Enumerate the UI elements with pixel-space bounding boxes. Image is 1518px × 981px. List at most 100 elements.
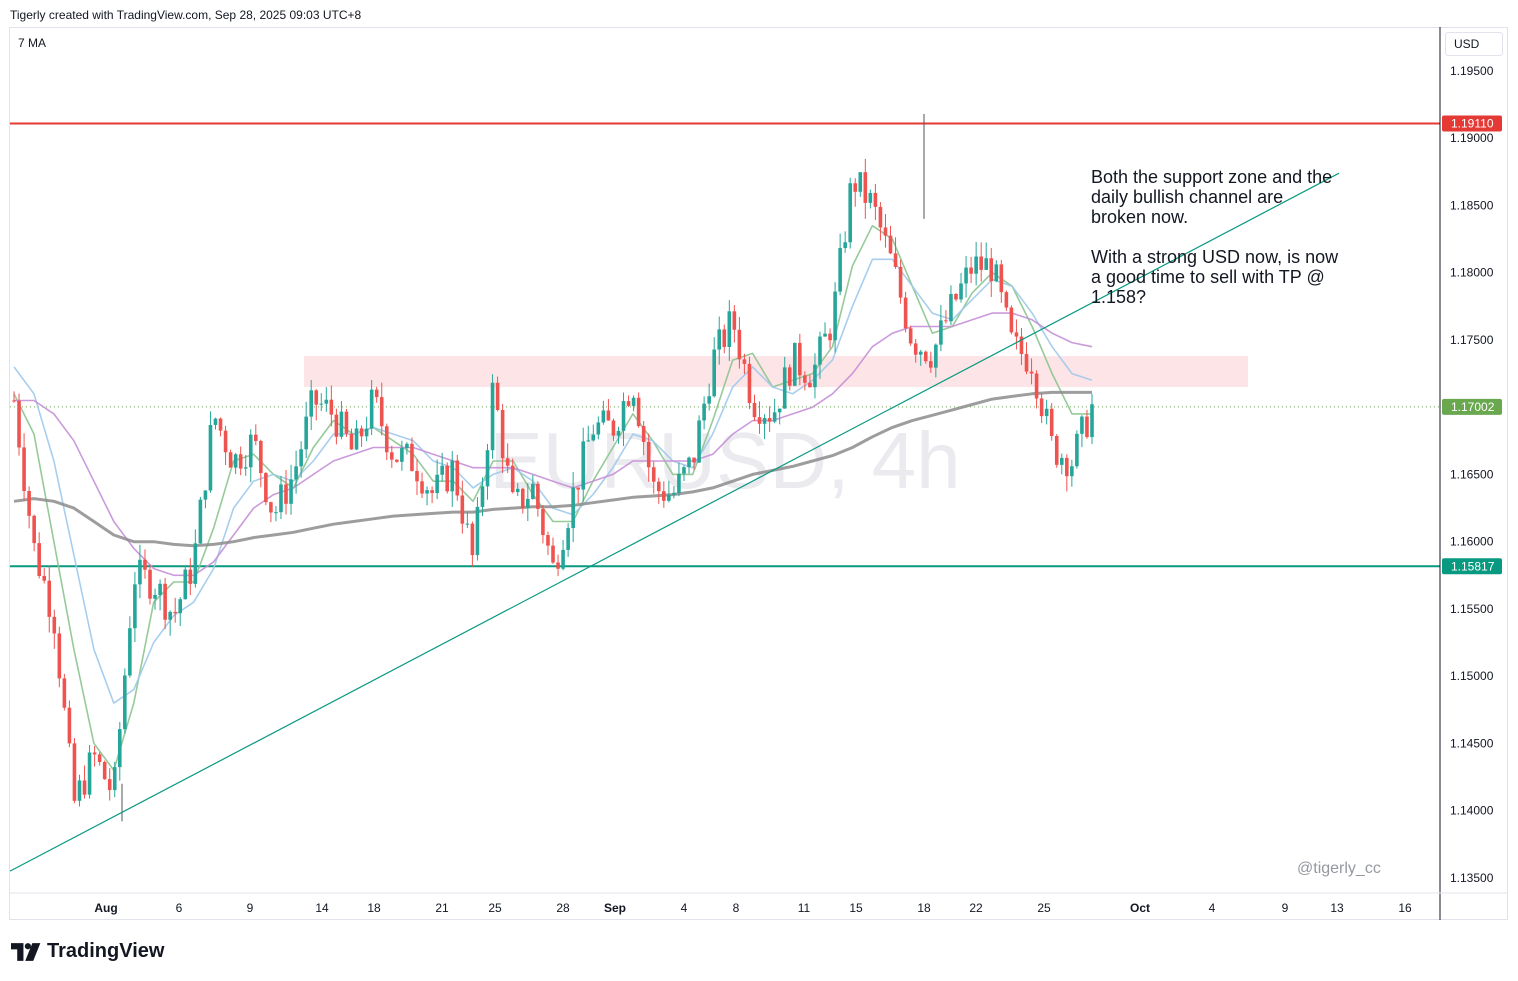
candle <box>1039 393 1044 424</box>
candle <box>662 481 666 508</box>
candle <box>208 411 213 493</box>
candle <box>747 356 752 410</box>
candle <box>32 514 36 552</box>
candle <box>143 549 147 579</box>
candle <box>233 452 238 475</box>
time-tick-label: 14 <box>315 901 329 915</box>
candle <box>621 392 626 447</box>
candle <box>903 291 908 333</box>
candle <box>314 389 319 421</box>
candle <box>470 521 475 567</box>
candle <box>27 486 31 529</box>
candle <box>1034 370 1039 409</box>
candle <box>863 158 868 219</box>
price-tick-label: 1.18500 <box>1450 198 1494 212</box>
candle <box>455 454 460 501</box>
candle <box>123 668 127 734</box>
candle <box>349 428 354 450</box>
candle <box>949 285 953 326</box>
candle <box>490 374 495 459</box>
resistance-price-tag-text: 1.19110 <box>1451 116 1494 130</box>
candle <box>158 579 162 611</box>
candle <box>1049 403 1054 441</box>
candle <box>133 571 137 643</box>
candle <box>253 424 258 446</box>
candle <box>803 371 807 391</box>
candle <box>445 462 450 494</box>
candle <box>107 768 112 801</box>
candle <box>415 459 419 496</box>
candle <box>324 387 329 412</box>
candle <box>435 459 439 500</box>
candle <box>430 486 434 504</box>
candle <box>591 424 596 442</box>
candle <box>979 242 983 282</box>
candle <box>732 305 737 343</box>
candle <box>359 425 364 447</box>
time-tick-label: Aug <box>94 901 117 915</box>
candle <box>833 282 837 353</box>
candle <box>1085 409 1089 439</box>
time-tick-label: Sep <box>604 901 626 915</box>
tradingview-logo-icon <box>11 942 41 961</box>
candle <box>1070 459 1074 487</box>
tradingview-logo[interactable]: TradingView <box>11 940 164 963</box>
candle <box>269 501 273 523</box>
candle <box>767 406 772 432</box>
candle <box>198 496 203 544</box>
candle <box>757 401 762 434</box>
candle <box>984 242 989 270</box>
candle <box>727 300 732 361</box>
time-tick-label: 16 <box>1398 901 1412 915</box>
time-tick-label: 15 <box>849 901 863 915</box>
candle <box>792 342 797 387</box>
candle <box>858 172 863 197</box>
candle <box>561 539 565 571</box>
candle <box>480 477 485 517</box>
candle <box>369 379 374 436</box>
candle <box>959 272 963 303</box>
currency-selector[interactable]: USD <box>1445 32 1503 56</box>
candle <box>707 383 711 411</box>
price-tick-label: 1.19000 <box>1450 131 1494 145</box>
candle <box>994 260 999 283</box>
candle-layer <box>12 114 1094 822</box>
candle <box>934 343 938 378</box>
candle <box>601 400 606 425</box>
price-tick-label: 1.16500 <box>1450 467 1494 481</box>
candle <box>777 408 782 425</box>
time-tick-label: 22 <box>969 901 983 915</box>
candle <box>22 433 26 501</box>
candle <box>128 616 132 678</box>
time-tick-label: 13 <box>1330 901 1344 915</box>
candle <box>787 364 792 391</box>
price-tick-label: 1.14000 <box>1450 804 1494 818</box>
candle <box>798 333 802 386</box>
candle <box>57 626 62 688</box>
candle <box>495 376 500 412</box>
candle <box>178 597 183 627</box>
indicator-label[interactable]: 7 MA <box>18 36 47 50</box>
candle <box>566 523 570 557</box>
candle <box>737 316 742 369</box>
candle <box>319 393 324 411</box>
trendline-layer <box>9 172 1340 872</box>
bullish-channel-trendline[interactable] <box>9 172 1340 872</box>
time-tick-label: 9 <box>1282 901 1289 915</box>
candle <box>1024 342 1029 375</box>
candle <box>485 443 490 500</box>
time-tick-label: 4 <box>681 901 688 915</box>
candle <box>969 256 973 284</box>
candle <box>999 259 1004 303</box>
support-price-tag-text: 1.15817 <box>1451 559 1495 573</box>
candle <box>52 609 57 649</box>
candle <box>868 189 873 209</box>
candle <box>908 325 913 346</box>
candle <box>450 451 455 507</box>
supply-zone <box>304 356 1248 388</box>
candle <box>505 443 510 473</box>
candle <box>1080 415 1084 448</box>
author-handle: @tigerly_cc <box>1297 860 1381 877</box>
candle <box>918 349 923 366</box>
